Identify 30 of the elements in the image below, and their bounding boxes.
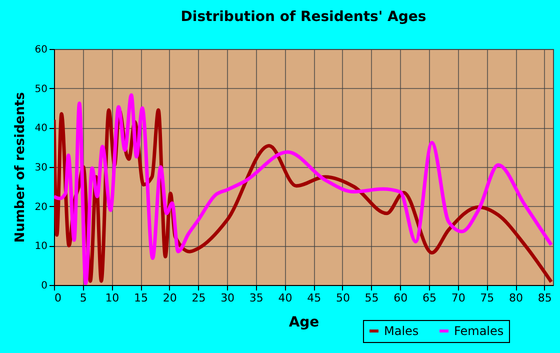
- x-tick-label: 60: [394, 292, 408, 304]
- x-tick-label: 5: [80, 292, 87, 304]
- x-tick-label: 35: [249, 292, 264, 304]
- y-tick-label: 10: [34, 241, 48, 252]
- x-tick-label: 80: [509, 292, 524, 304]
- x-tick-label: 0: [54, 292, 62, 304]
- chart-title: Distribution of Residents' Ages: [180, 9, 426, 25]
- x-tick-label: 75: [480, 292, 494, 304]
- x-tick-label: 20: [162, 292, 177, 304]
- x-tick-label: 55: [364, 292, 379, 304]
- x-tick-label: 30: [220, 292, 235, 304]
- x-tick-label: 10: [105, 292, 120, 304]
- y-tick-label: 0: [41, 280, 48, 292]
- x-tick-label: 15: [134, 292, 148, 304]
- y-axis-title: Number of residents: [12, 92, 28, 243]
- y-tick-label: 40: [34, 123, 48, 134]
- y-tick-label: 20: [34, 202, 48, 213]
- x-tick-label: 50: [336, 292, 350, 304]
- y-tick-label: 60: [34, 44, 48, 56]
- x-tick-label: 40: [278, 292, 292, 304]
- x-tick-label: 45: [307, 292, 322, 304]
- legend-label: Males: [384, 324, 419, 338]
- x-tick-label: 25: [192, 292, 206, 304]
- legend-label: Females: [454, 324, 504, 338]
- x-tick-label: 70: [451, 292, 466, 304]
- x-tick-label: 85: [538, 292, 552, 304]
- x-tick-label: 65: [422, 292, 436, 304]
- x-axis-title: Age: [288, 314, 320, 330]
- y-tick-label: 30: [34, 162, 48, 174]
- y-tick-label: 50: [34, 84, 48, 95]
